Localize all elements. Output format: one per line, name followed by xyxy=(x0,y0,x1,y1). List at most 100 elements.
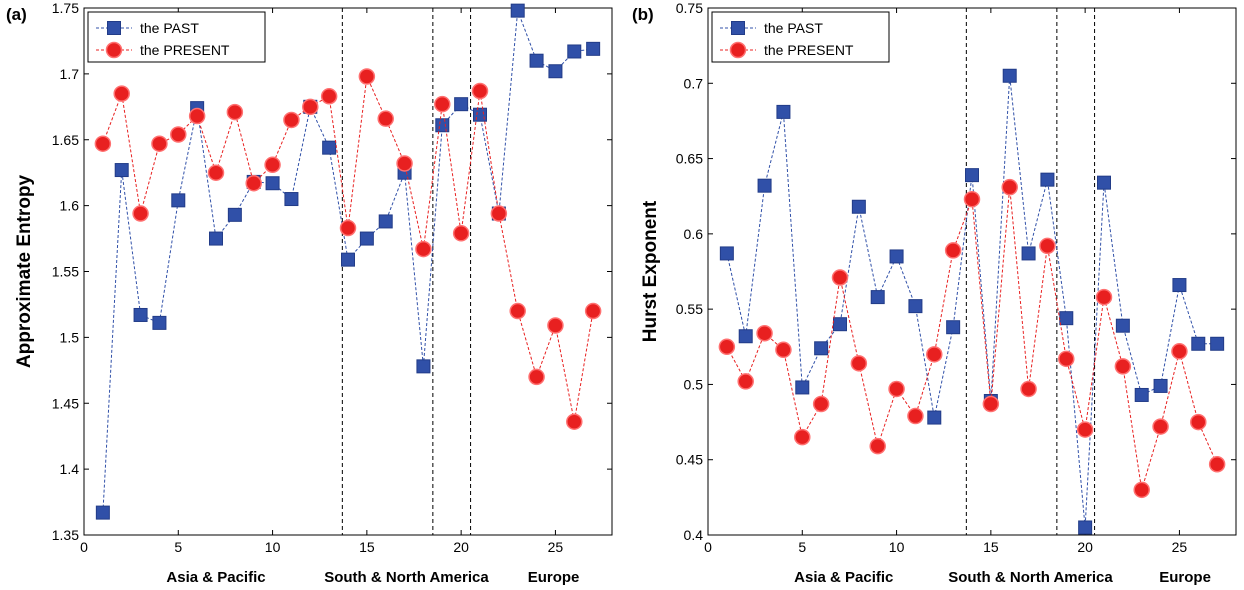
data-point-past xyxy=(889,249,904,264)
data-point-past xyxy=(548,64,563,79)
data-point-past xyxy=(1040,172,1055,187)
plot-area xyxy=(83,7,613,536)
legend-label: the PRESENT xyxy=(764,42,854,58)
x-tick-label: 20 xyxy=(1077,539,1093,555)
data-point-past xyxy=(870,290,885,305)
data-point-past xyxy=(133,307,148,322)
y-tick-label: 1.35 xyxy=(52,527,79,543)
data-point-past xyxy=(1021,246,1036,261)
y-tick-label: 1.5 xyxy=(60,329,80,345)
region-label: South & North America xyxy=(948,569,1113,586)
plot-area xyxy=(707,7,1237,536)
data-point-present xyxy=(1095,288,1113,306)
data-point-past xyxy=(965,168,979,183)
data-point-past xyxy=(416,359,431,374)
data-point-past xyxy=(510,3,525,18)
data-point-present xyxy=(207,164,225,181)
data-point-present xyxy=(1020,380,1037,398)
data-point-past xyxy=(1191,336,1206,351)
x-tick-label: 25 xyxy=(548,539,564,555)
data-point-present xyxy=(302,98,319,116)
x-tick-label: 15 xyxy=(983,539,999,555)
y-tick-label: 0.4 xyxy=(684,527,704,543)
data-point-present xyxy=(1133,481,1150,499)
data-point-present xyxy=(1039,237,1056,255)
data-point-past xyxy=(1097,175,1111,190)
y-tick-label: 1.7 xyxy=(60,66,80,82)
chart-panel-1: 0 5 10 15 20 25 1.35 1.4 1.45 1.5 1.55 1.6 1.65 1.7 1.… xyxy=(6,0,613,586)
data-point-past xyxy=(795,380,810,395)
data-point-past xyxy=(833,317,847,332)
data-point-present xyxy=(283,111,300,129)
data-point-present xyxy=(888,380,905,398)
y-tick-label: 0.75 xyxy=(676,0,703,16)
data-point-present xyxy=(982,395,1000,413)
data-point-past xyxy=(227,207,242,222)
legend-label: the PAST xyxy=(140,20,199,36)
region-label: Europe xyxy=(528,569,580,586)
legend-marker-square xyxy=(107,21,121,35)
data-point-present xyxy=(1076,421,1094,438)
data-point-past xyxy=(851,199,866,214)
legend-label: the PRESENT xyxy=(140,42,230,58)
region-label: South & North America xyxy=(324,569,489,586)
data-point-past xyxy=(776,104,791,119)
x-tick-label: 20 xyxy=(453,539,469,555)
data-point-present xyxy=(358,68,376,85)
data-point-present xyxy=(1171,343,1188,360)
data-point-present xyxy=(775,341,792,359)
y-axis-label: Approximate Entropy xyxy=(14,174,35,368)
data-point-present xyxy=(94,135,112,152)
data-point-present xyxy=(396,155,413,172)
data-point-present xyxy=(547,317,564,334)
data-point-present xyxy=(320,88,338,105)
data-point-present xyxy=(1114,358,1132,375)
x-tick-label: 0 xyxy=(80,539,88,555)
panel-label: (b) xyxy=(632,5,654,24)
data-point-past xyxy=(908,299,923,314)
data-point-present xyxy=(831,269,849,286)
data-point-present xyxy=(415,240,432,258)
data-point-present xyxy=(566,413,583,430)
y-axis-label: Hurst Exponent xyxy=(640,200,661,342)
data-point-present xyxy=(944,242,962,259)
chart-panel-2: 0 5 10 15 20 25 0.4 0.45 0.5 0.55 0.6 0.65 0.7 0.75 th… xyxy=(632,0,1237,586)
data-point-past xyxy=(757,178,772,193)
y-tick-label: 1.65 xyxy=(52,132,79,148)
x-tick-label: 5 xyxy=(174,539,182,555)
y-tick-label: 0.45 xyxy=(676,452,703,468)
legend-marker-circle xyxy=(729,41,747,59)
data-point-present xyxy=(756,324,773,342)
x-tick-label: 15 xyxy=(359,539,375,555)
legend-label: the PAST xyxy=(764,20,823,36)
data-point-past xyxy=(1210,336,1225,351)
data-point-past xyxy=(529,53,544,68)
data-point-past xyxy=(1002,68,1017,83)
data-point-present xyxy=(226,103,244,121)
data-point-past xyxy=(171,193,186,208)
y-tick-label: 0.5 xyxy=(684,376,704,392)
data-point-past xyxy=(265,176,280,191)
data-point-past xyxy=(209,231,223,246)
data-point-present xyxy=(490,205,508,222)
data-point-past xyxy=(114,163,129,178)
y-tick-label: 0.6 xyxy=(684,226,704,242)
data-point-past xyxy=(95,505,110,520)
data-point-present xyxy=(1001,178,1018,196)
data-point-present xyxy=(963,190,981,208)
y-tick-label: 1.55 xyxy=(52,264,79,280)
data-point-present xyxy=(113,85,130,102)
data-point-present xyxy=(471,82,489,100)
data-point-present xyxy=(245,174,262,192)
data-point-present xyxy=(339,219,357,237)
data-point-present xyxy=(1152,418,1169,435)
x-tick-label: 10 xyxy=(889,539,905,555)
y-tick-label: 0.65 xyxy=(676,151,703,167)
x-tick-label: 10 xyxy=(265,539,281,555)
data-point-past xyxy=(341,252,355,267)
data-point-past xyxy=(454,97,469,112)
data-point-past xyxy=(738,329,753,344)
data-point-present xyxy=(509,302,526,320)
data-point-past xyxy=(567,44,582,59)
data-point-past xyxy=(378,214,393,229)
